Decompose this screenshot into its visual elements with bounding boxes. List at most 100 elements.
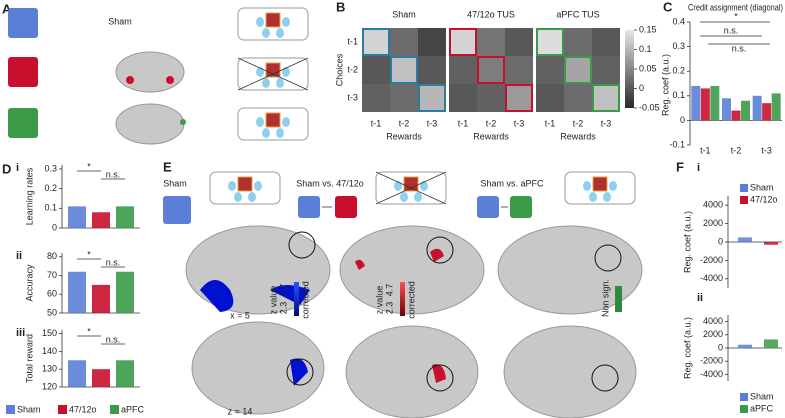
legend-label: 47/12o [750, 194, 778, 204]
cell [418, 84, 446, 112]
colorbar-tick: 0 [639, 83, 644, 93]
roi-circle [288, 231, 316, 259]
colorbar-title: z value [268, 286, 278, 315]
cell [505, 56, 533, 84]
colorbar-tick: 4.7 [384, 284, 394, 297]
bar [116, 206, 134, 228]
roi-circle [426, 364, 454, 392]
y-tick-label: t-1 [347, 36, 358, 46]
subpanel-label: ii [16, 250, 22, 262]
droplet [254, 181, 262, 191]
colorbar [400, 282, 405, 316]
cell [418, 28, 446, 56]
panel-label: D [2, 161, 11, 176]
panel-label: C [663, 0, 673, 14]
brain [191, 321, 325, 415]
axis-label: Accuracy [24, 264, 34, 302]
legend-swatch [58, 405, 67, 414]
y-tick-label: -2000 [700, 356, 723, 366]
bar [741, 100, 750, 121]
cell [592, 28, 620, 56]
y-tick-label: 0.1 [44, 203, 57, 213]
transducer [265, 112, 281, 128]
cell [449, 28, 477, 56]
axis-label: Rewards [386, 131, 422, 141]
legend-swatch [740, 196, 748, 204]
bar [752, 95, 762, 121]
x-tick-label: t-3 [761, 145, 772, 155]
y-tick-label: 0.3 [672, 41, 685, 51]
y-tick-label: 0.1 [672, 90, 685, 100]
cell [362, 56, 390, 84]
cell [536, 56, 564, 84]
target [126, 76, 134, 84]
cell [592, 84, 620, 112]
colorbar-title: z value [374, 286, 384, 315]
color-square [510, 196, 532, 218]
activation [290, 358, 308, 386]
axis-label: Rewards [473, 131, 509, 141]
cell [564, 56, 592, 84]
colorbar-tick: 4.7 [278, 284, 288, 297]
subpanel-label: i [16, 162, 19, 174]
droplet [414, 192, 422, 202]
droplet [609, 181, 617, 191]
x-tick-label: t-2 [731, 145, 742, 155]
bar [68, 360, 86, 387]
x-tick-label: t-1 [371, 118, 382, 128]
y-tick-label: 4000 [703, 200, 723, 210]
legend-label: aPFC [750, 403, 774, 413]
bar [68, 271, 86, 313]
brain [115, 51, 185, 93]
subpanel-label: i [697, 162, 700, 174]
activation [432, 364, 446, 383]
bar [691, 85, 701, 121]
y-tick-label: -2000 [700, 255, 723, 265]
legend-label: Non sign. [600, 279, 610, 317]
annotation: n.s. [724, 25, 739, 35]
cross [375, 171, 447, 205]
droplet [276, 128, 284, 138]
cell [362, 84, 390, 112]
droplet [248, 192, 256, 202]
droplet [262, 28, 270, 38]
colorbar-note: corrected [300, 281, 310, 319]
x-tick-label: t-3 [514, 118, 525, 128]
x-tick-label: t-1 [545, 118, 556, 128]
condition-label: Sham vs. 47/12o [296, 178, 364, 188]
droplet [276, 78, 284, 88]
x-tick-label: t-3 [601, 118, 612, 128]
panel-label: B [336, 0, 345, 14]
panel-label: A [2, 1, 12, 16]
droplet [262, 78, 270, 88]
colorbar-tick: -0.05 [639, 102, 660, 112]
bar [722, 98, 731, 121]
annotation: n.s. [106, 257, 121, 267]
annotation: * [87, 161, 91, 171]
diagonal-frame [477, 56, 505, 84]
droplet [256, 17, 264, 27]
diagonal-frame [449, 28, 477, 56]
droplet [234, 192, 242, 202]
y-tick-label: 70 [47, 270, 57, 280]
droplet [420, 181, 428, 191]
y-tick-label: 0 [52, 222, 57, 232]
y-tick-label: 0.3 [44, 163, 57, 173]
colorbar-tick: 0.05 [639, 63, 657, 73]
color-square [335, 196, 357, 218]
cell [449, 56, 477, 84]
cell [564, 84, 592, 112]
legend-label: aPFC [121, 404, 145, 414]
cell [505, 28, 533, 56]
annotation: n.s. [106, 334, 121, 344]
droplet [276, 28, 284, 38]
cell [592, 56, 620, 84]
chart-title: Credit assignment (diagonal) [688, 2, 783, 12]
axis-label: Total reward [24, 334, 34, 383]
bar [116, 360, 134, 387]
brain [503, 325, 637, 418]
y-tick-label: 0 [718, 236, 723, 246]
diagonal-frame [505, 84, 533, 112]
activation [200, 280, 310, 312]
